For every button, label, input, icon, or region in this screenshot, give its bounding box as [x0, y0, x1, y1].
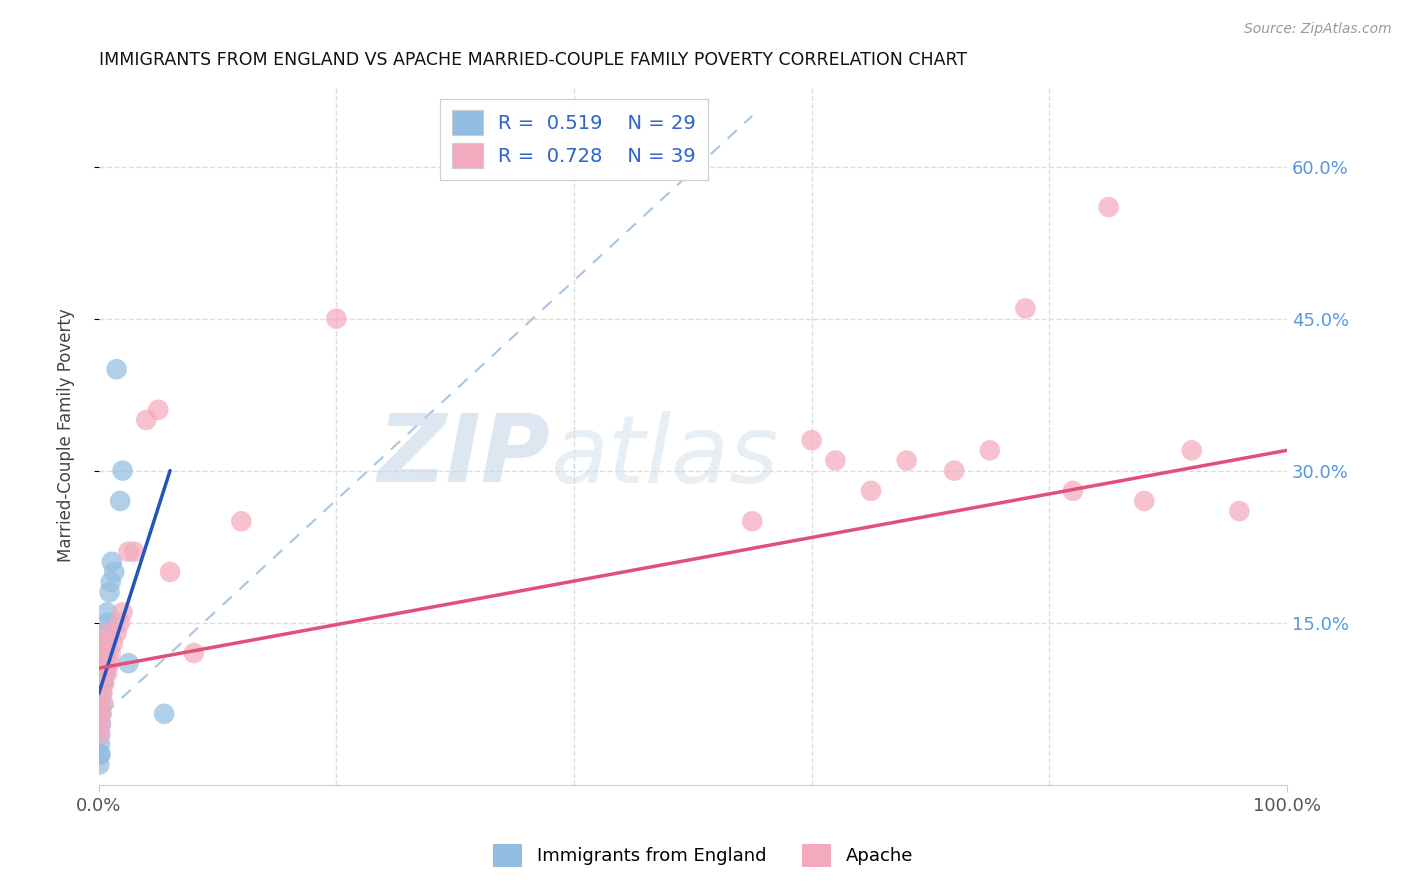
Point — [89, 737, 111, 751]
Point — [111, 464, 134, 478]
Point — [1227, 504, 1250, 518]
Point — [1014, 301, 1036, 316]
Point — [159, 565, 181, 579]
Point — [90, 706, 112, 721]
Point — [943, 464, 966, 478]
Point — [94, 666, 117, 681]
Point — [93, 646, 115, 660]
Point — [1062, 483, 1084, 498]
Point — [896, 453, 918, 467]
Text: atlas: atlas — [550, 410, 779, 501]
Point — [97, 625, 120, 640]
Point — [124, 544, 146, 558]
Point — [96, 666, 118, 681]
Point — [135, 413, 157, 427]
Point — [90, 717, 112, 731]
Point — [111, 606, 134, 620]
Point — [89, 747, 111, 762]
Point — [94, 636, 117, 650]
Point — [105, 362, 128, 376]
Point — [108, 615, 131, 630]
Point — [183, 646, 205, 660]
Point — [89, 727, 111, 741]
Point — [105, 625, 128, 640]
Point — [89, 727, 111, 741]
Point — [93, 636, 115, 650]
Point — [90, 717, 112, 731]
Point — [741, 514, 763, 528]
Point — [800, 433, 823, 447]
Point — [1097, 200, 1119, 214]
Point — [108, 494, 131, 508]
Point — [89, 757, 111, 772]
Point — [860, 483, 883, 498]
Point — [103, 565, 125, 579]
Point — [100, 646, 122, 660]
Point — [325, 311, 347, 326]
Point — [93, 646, 115, 660]
Point — [96, 646, 118, 660]
Point — [1133, 494, 1156, 508]
Point — [90, 697, 112, 711]
Point — [979, 443, 1001, 458]
Point — [231, 514, 253, 528]
Point — [117, 544, 139, 558]
Point — [101, 555, 124, 569]
Text: Source: ZipAtlas.com: Source: ZipAtlas.com — [1244, 22, 1392, 37]
Point — [96, 606, 118, 620]
Point — [93, 676, 115, 690]
Point — [91, 666, 114, 681]
Point — [117, 656, 139, 670]
Point — [94, 656, 117, 670]
Point — [90, 747, 112, 762]
Point — [91, 676, 114, 690]
Point — [98, 656, 121, 670]
Point — [93, 676, 115, 690]
Point — [91, 687, 114, 701]
Point — [93, 697, 115, 711]
Point — [824, 453, 846, 467]
Point — [91, 656, 114, 670]
Point — [90, 687, 112, 701]
Point — [101, 636, 124, 650]
Point — [148, 402, 170, 417]
Point — [100, 575, 122, 590]
Y-axis label: Married-Couple Family Poverty: Married-Couple Family Poverty — [58, 309, 75, 562]
Point — [91, 666, 114, 681]
Legend: R =  0.519    N = 29, R =  0.728    N = 39: R = 0.519 N = 29, R = 0.728 N = 39 — [440, 99, 707, 180]
Point — [97, 615, 120, 630]
Legend: Immigrants from England, Apache: Immigrants from England, Apache — [486, 837, 920, 874]
Point — [94, 625, 117, 640]
Point — [90, 706, 112, 721]
Point — [98, 585, 121, 599]
Text: IMMIGRANTS FROM ENGLAND VS APACHE MARRIED-COUPLE FAMILY POVERTY CORRELATION CHAR: IMMIGRANTS FROM ENGLAND VS APACHE MARRIE… — [98, 51, 967, 69]
Text: ZIP: ZIP — [377, 410, 550, 502]
Point — [1181, 443, 1204, 458]
Point — [153, 706, 176, 721]
